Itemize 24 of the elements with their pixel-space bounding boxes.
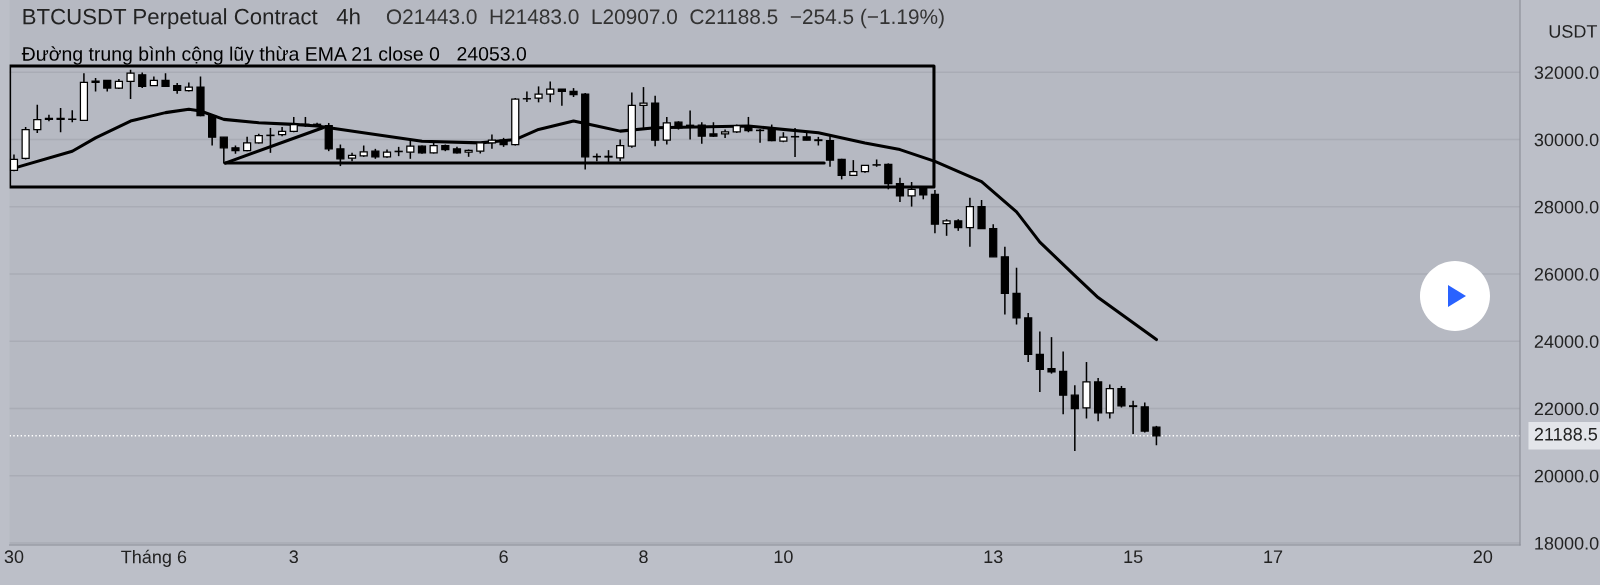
y-tick-label: 30000.0 xyxy=(1534,133,1599,147)
chart-subtitle: O21443.0 H21483.0 L20907.0 C21188.5 −254.5 (−1.19%) xyxy=(386,8,944,29)
text: Đường trung bình cộng lũy thừa EMA 21 close 0 xyxy=(21,46,440,65)
ref-line-label: 21188.5 xyxy=(1534,427,1598,441)
chart-title: BTCUSDT Perpetual Contract 4h xyxy=(23,8,360,29)
y-tick-label: 28000.0 xyxy=(1534,200,1599,214)
x-tick-label: Tháng 6 xyxy=(121,549,187,567)
x-tick-label: 20 xyxy=(1473,550,1493,564)
annotation: 24053.0 xyxy=(457,46,527,61)
y-tick-label: 20000.0 xyxy=(1534,469,1599,483)
x-tick-label: 15 xyxy=(1124,550,1143,564)
y-tick-label: 24000.0 xyxy=(1534,335,1599,348)
x-tick-label: 30 xyxy=(4,550,24,564)
x-tick-label: 6 xyxy=(499,550,508,564)
y-tick-label: 26000.0 xyxy=(1534,267,1599,281)
x-tick-label: 3 xyxy=(289,550,298,564)
y-tick-label: 22000.0 xyxy=(1534,402,1599,416)
x-tick-label: 10 xyxy=(774,550,793,564)
y-tick-label: 32000.0 xyxy=(1534,66,1599,80)
y-tick-label: 18000.0 xyxy=(1535,536,1599,550)
x-tick-label: 17 xyxy=(1264,550,1283,563)
y-axis-title: USDT xyxy=(1549,25,1598,38)
x-tick-label: 13 xyxy=(984,550,1003,564)
x-tick-label: 8 xyxy=(639,550,648,564)
